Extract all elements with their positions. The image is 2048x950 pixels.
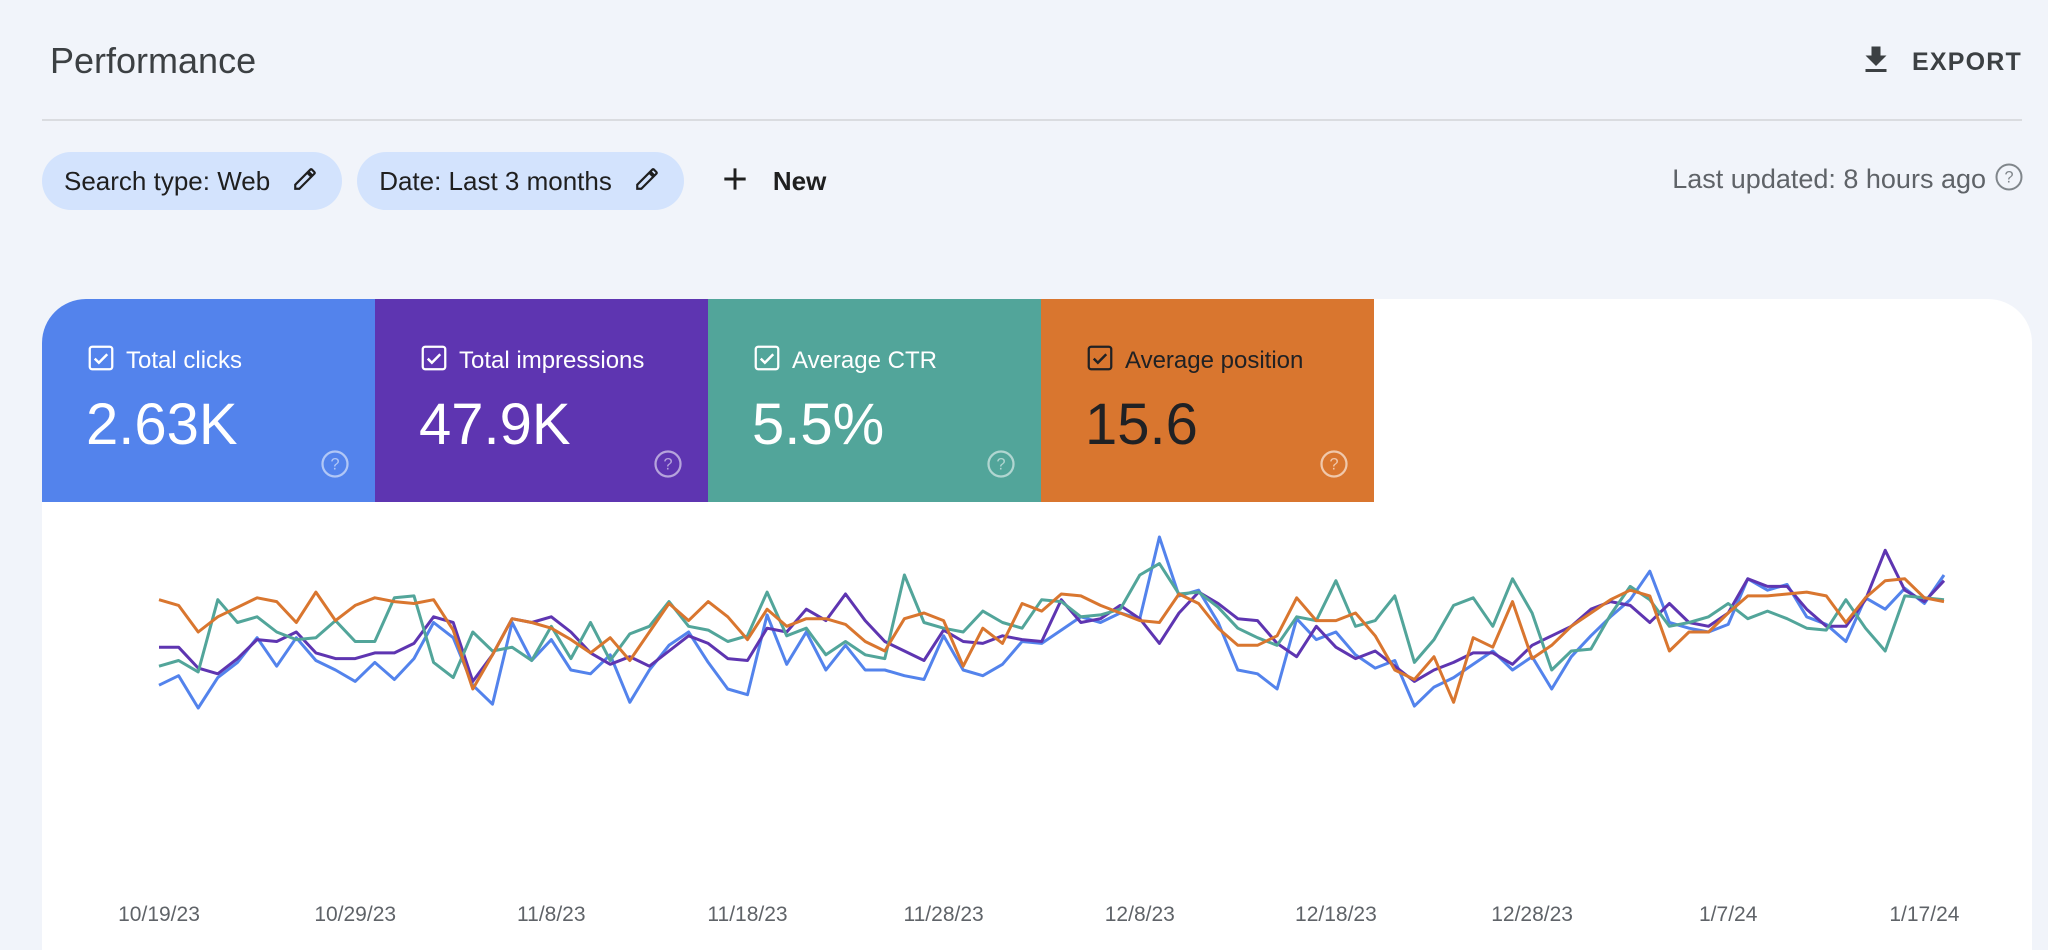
chip-label: Search type: Web <box>64 165 271 196</box>
last-updated-text: Last updated: 8 hours ago <box>1672 164 1986 194</box>
x-tick-label: 11/18/23 <box>707 903 787 926</box>
edit-pencil-icon <box>292 166 318 197</box>
download-icon <box>1858 40 1894 85</box>
x-tick-label: 11/8/23 <box>517 903 586 926</box>
series-line-total-clicks <box>158 535 1946 710</box>
plus-icon <box>719 163 751 200</box>
export-label: EXPORT <box>1912 47 2022 76</box>
metric-average-ctr[interactable]: Average CTR 5.5% ? <box>708 299 1041 502</box>
search-type-chip[interactable]: Search type: Web <box>42 152 343 210</box>
x-tick-label: 1/7/24 <box>1699 903 1758 926</box>
metric-title: Total clicks <box>86 343 242 378</box>
metric-title: Average CTR <box>752 343 937 378</box>
svg-text:?: ? <box>1329 456 1338 474</box>
svg-text:?: ? <box>663 456 672 474</box>
metric-label: Total clicks <box>126 346 243 374</box>
x-tick-label: 1/17/24 <box>1889 903 1959 926</box>
metric-value: 5.5% <box>752 392 885 457</box>
metric-tabs: Total clicks 2.63K ? Total impressions 4… <box>42 299 1374 502</box>
help-icon[interactable]: ? <box>1994 162 2024 197</box>
x-tick-label: 12/8/23 <box>1105 903 1175 926</box>
date-range-chip[interactable]: Date: Last 3 months <box>357 152 684 210</box>
series-line-total-impressions <box>159 548 1946 683</box>
x-tick-label: 10/29/23 <box>314 903 396 926</box>
metric-total-clicks[interactable]: Total clicks 2.63K ? <box>42 299 375 502</box>
new-label: New <box>772 165 827 196</box>
metric-label: Average position <box>1125 346 1304 374</box>
metric-value: 2.63K <box>86 392 238 457</box>
help-icon[interactable]: ? <box>1319 449 1349 484</box>
page-header: Performance EXPORT <box>42 0 2022 121</box>
checkbox-checked-icon[interactable] <box>1085 343 1115 378</box>
checkbox-checked-icon[interactable] <box>752 343 782 378</box>
metric-value: 15.6 <box>1085 392 1198 457</box>
checkbox-checked-icon[interactable] <box>419 343 449 378</box>
chip-label: Date: Last 3 months <box>379 165 612 196</box>
metric-average-position[interactable]: Average position 15.6 ? <box>1041 299 1374 502</box>
x-tick-label: 11/28/23 <box>904 903 984 926</box>
performance-line-chart[interactable]: 10/19/23 10/29/23 11/8/23 11/18/23 11/28/23 1… <box>42 502 2032 950</box>
svg-text:?: ? <box>2004 169 2013 187</box>
export-button[interactable]: EXPORT <box>1858 38 2022 86</box>
checkbox-checked-icon[interactable] <box>86 343 116 378</box>
metric-label: Total impressions <box>459 346 645 374</box>
metric-title: Total impressions <box>419 343 644 378</box>
svg-text:?: ? <box>330 456 339 474</box>
svg-text:?: ? <box>996 456 1005 474</box>
help-icon[interactable]: ? <box>320 449 350 484</box>
metric-label: Average CTR <box>792 346 937 374</box>
performance-card: Total clicks 2.63K ? Total impressions 4… <box>42 299 2032 950</box>
metric-total-impressions[interactable]: Total impressions 47.9K ? <box>375 299 708 502</box>
new-filter-button[interactable]: New <box>719 163 826 200</box>
series-line-average-position <box>158 577 1945 704</box>
metric-title: Average position <box>1085 343 1303 378</box>
x-tick-label: 12/18/23 <box>1295 903 1377 926</box>
x-tick-label: 10/19/23 <box>118 903 200 926</box>
page-title: Performance <box>50 40 257 81</box>
last-updated: Last updated: 8 hours ago ? <box>1672 162 2024 197</box>
edit-pencil-icon <box>634 166 660 197</box>
x-tick-label: 12/28/23 <box>1491 903 1573 926</box>
metric-value: 47.9K <box>419 392 571 457</box>
filter-bar: Search type: Web Date: Last 3 months New <box>42 152 826 210</box>
help-icon[interactable]: ? <box>653 449 683 484</box>
help-icon[interactable]: ? <box>986 449 1016 484</box>
